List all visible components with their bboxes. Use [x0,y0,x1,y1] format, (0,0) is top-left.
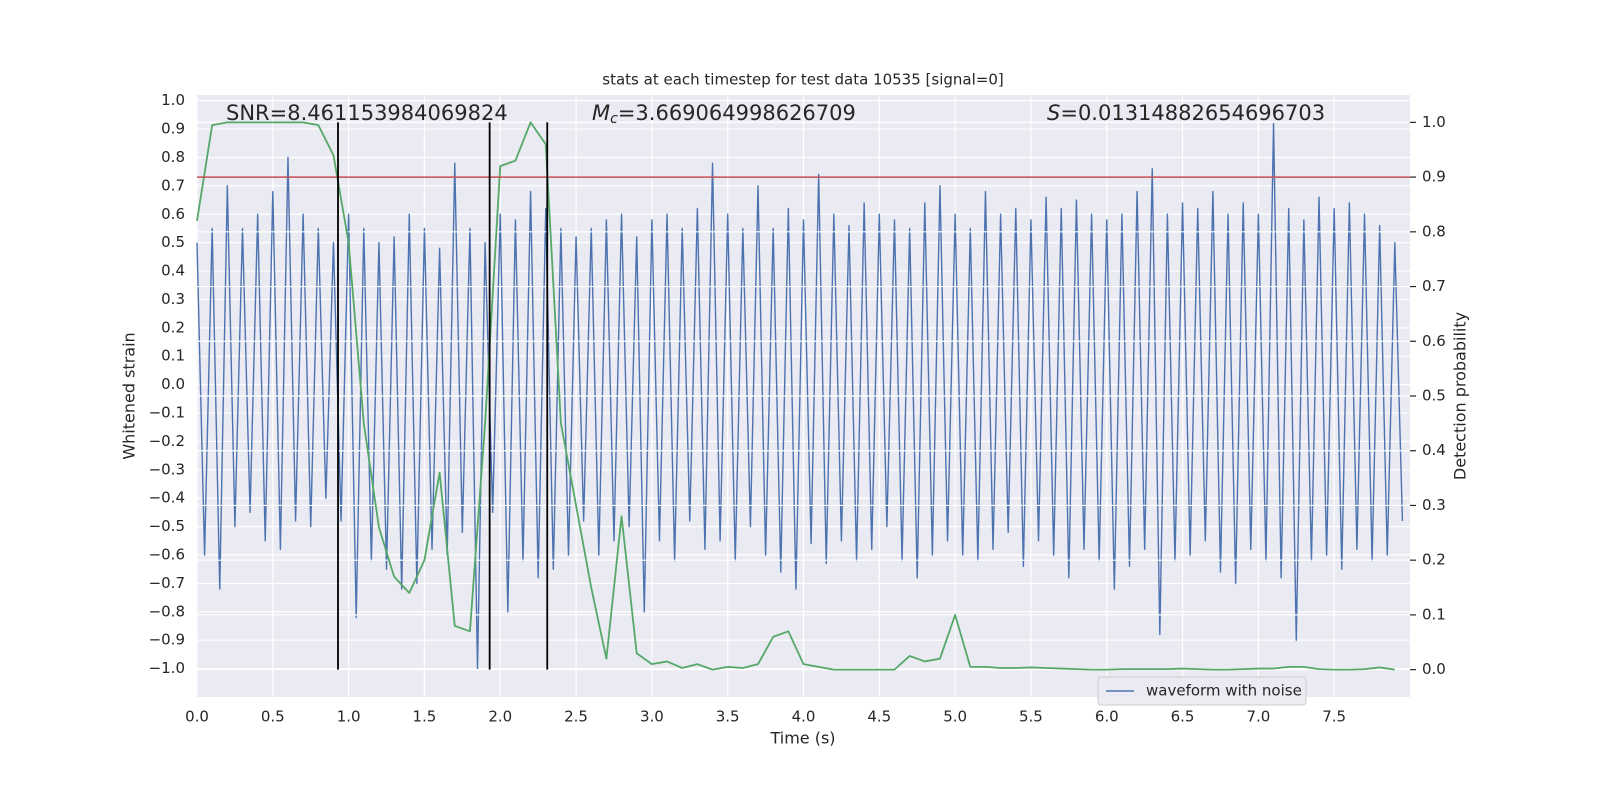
annotation-text: =3.669064998626709 [618,101,856,125]
y-tick-label: −0.2 [149,432,185,450]
y-tick-label: 0.8 [161,148,185,166]
y-tick-label: 0.5 [161,233,185,251]
y-tick-label: 0.0 [161,375,185,393]
x-tick-label: 2.0 [488,708,512,726]
probability-line [196,121,1395,671]
x-tick-label: 7.0 [1246,708,1270,726]
y-tick-label: 0.3 [161,290,185,308]
x-tick-label: 0.0 [185,708,209,726]
annotation-symbol: S [1047,101,1060,125]
chart-title: stats at each timestep for test data 105… [602,71,1003,89]
x-tick-label: 7.5 [1322,708,1346,726]
x-tick-label: 4.5 [867,708,891,726]
y-tick-label: 0.6 [161,205,185,223]
x-axis-label: Time (s) [769,729,835,748]
y-tick-label: −0.4 [149,489,185,507]
y2-axis-label: Detection probability [1451,312,1470,480]
annotation: S=0.01314882654696703 [1047,101,1325,125]
x-tick-label: 6.0 [1095,708,1119,726]
y-tick-label: −0.6 [149,546,185,564]
x-tick-label: 1.0 [337,708,361,726]
y-tick-label: −0.7 [149,574,185,592]
y2-tick-label: 0.3 [1422,496,1446,514]
y-tick-label: 0.9 [161,120,185,138]
y2-tick-label: 0.5 [1422,387,1446,405]
annotation: Mc=3.669064998626709 [592,101,856,127]
y2-tick-label: 0.0 [1422,660,1446,678]
x-tick-label: 5.0 [943,708,967,726]
y2-tick-label: 0.7 [1422,277,1446,295]
y-axis-label: Whitened strain [120,332,139,459]
x-tick-label: 0.5 [261,708,285,726]
y2-tick-label: 1.0 [1422,113,1446,131]
y-tick-label: −1.0 [149,659,185,677]
y-tick-label: −0.8 [149,602,185,620]
x-tick-label: 4.0 [792,708,816,726]
annotation-text: SNR=8.461153984069824 [226,101,508,125]
y2-tick-label: 0.2 [1422,551,1446,569]
annotation-symbol: M [592,101,610,125]
legend-box [1097,676,1307,706]
y2-tick-label: 0.8 [1422,222,1446,240]
x-tick-label: 3.0 [640,708,664,726]
y-tick-label: −0.9 [149,631,185,649]
x-tick-label: 6.5 [1171,708,1195,726]
legend-label: waveform with noise [1146,682,1302,700]
y-tick-label: −0.3 [149,460,185,478]
x-tick-label: 5.5 [1019,708,1043,726]
y-tick-label: 0.7 [161,176,185,194]
y-tick-label: −0.1 [149,404,185,422]
x-tick-label: 3.5 [716,708,740,726]
x-tick-label: 1.5 [413,708,437,726]
y2-tick-label: 0.1 [1422,605,1446,623]
waveform-line [196,122,1404,670]
y2-tick-label: 0.4 [1422,441,1446,459]
annotation-subscript: c [610,111,618,127]
y2-tick-label: 0.6 [1422,332,1446,350]
annotation: SNR=8.461153984069824 [226,101,508,125]
y2-tick-label: 0.9 [1422,168,1446,186]
y-tick-label: 0.2 [161,318,185,336]
x-tick-label: 2.5 [564,708,588,726]
y-tick-label: 0.1 [161,347,185,365]
y-tick-label: 1.0 [161,91,185,109]
y-tick-label: 0.4 [161,262,185,280]
annotation-text: =0.01314882654696703 [1060,101,1325,125]
y-tick-label: −0.5 [149,517,185,535]
